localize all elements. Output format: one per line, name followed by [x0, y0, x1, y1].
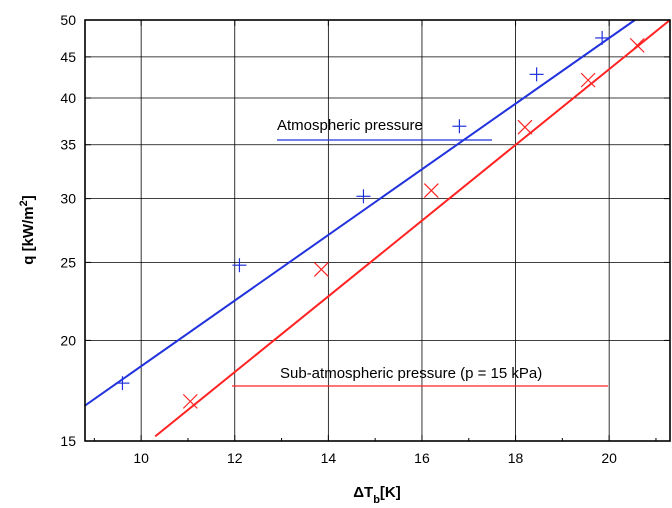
data-point-series-1 [423, 183, 439, 198]
data-point-series-1 [313, 262, 329, 277]
x-tick-label: 10 [133, 450, 149, 466]
y-tick-label: 45 [60, 49, 76, 65]
y-axis-label: q [kW/m2] [18, 195, 37, 264]
ticks [85, 19, 670, 442]
data-point-series-0 [452, 119, 467, 134]
x-axis-label: ΔTb[K] [353, 484, 401, 506]
fit-lines [84, 19, 671, 438]
data-point-series-0 [115, 376, 130, 391]
plot-background [85, 20, 670, 441]
x-tick-label: 12 [227, 450, 243, 466]
data-point-series-1 [580, 72, 596, 88]
data-point-series-0 [356, 189, 371, 204]
y-tick-label: 40 [60, 90, 76, 106]
data-point-series-0 [595, 30, 610, 45]
plot-frame [84, 19, 671, 442]
data-point-series-0 [529, 67, 544, 82]
legend-entry: Sub-atmospheric pressure (p = 15 kPa) [232, 365, 608, 387]
data-point-series-1 [517, 119, 533, 135]
legend-label: Sub-atmospheric pressure (p = 15 kPa) [280, 365, 542, 382]
y-tick-label: 50 [60, 12, 76, 28]
tick-labels: 10 12 14 16 18 20 15 20 25 30 35 40 45 50 [60, 12, 617, 466]
y-tick-label: 15 [60, 433, 76, 449]
x-tick-label: 18 [508, 450, 524, 466]
legend-label: Atmospheric pressure [277, 117, 423, 134]
x-tick-label: 16 [414, 450, 430, 466]
data-point-series-0 [232, 258, 247, 273]
data-point-series-1 [182, 393, 198, 409]
y-tick-label: 25 [60, 254, 76, 270]
y-tick-label: 20 [60, 332, 76, 348]
y-tick-label: 30 [60, 191, 76, 207]
fit-line-series-0 [84, 19, 636, 407]
legend: Atmospheric pressure Sub-atmospheric pres… [232, 117, 608, 387]
data-point-series-1 [629, 37, 645, 53]
legend-entry: Atmospheric pressure [277, 117, 492, 141]
data-markers [115, 30, 645, 409]
x-tick-label: 14 [321, 450, 337, 466]
y-tick-label: 35 [60, 137, 76, 153]
x-tick-label: 20 [601, 450, 617, 466]
fit-line-series-1 [154, 19, 671, 438]
